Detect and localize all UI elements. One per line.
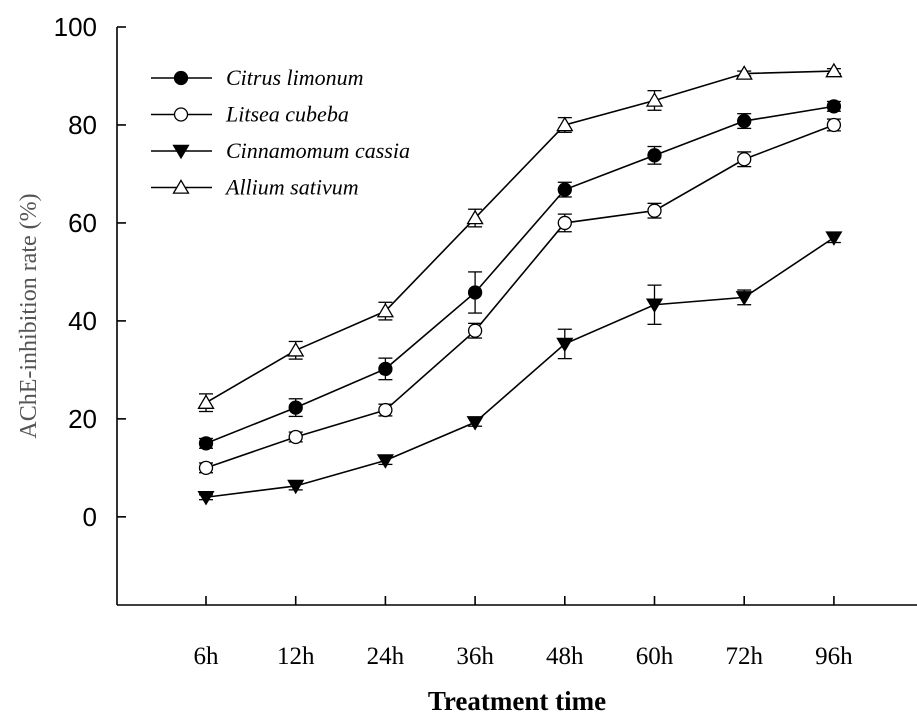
data-point xyxy=(557,215,572,231)
legend-item: Citrus limonum xyxy=(151,65,364,90)
x-axis-title: Treatment time xyxy=(428,686,606,716)
x-tick-label: 96h xyxy=(815,643,853,670)
data-point xyxy=(288,429,303,445)
x-ticks: 6h 12h 24h 36h 48h 60h 72h 96h xyxy=(194,596,853,670)
data-point xyxy=(735,65,753,80)
data-point xyxy=(288,400,303,415)
x-tick-label: 72h xyxy=(725,643,763,670)
data-point xyxy=(647,148,662,163)
data-point xyxy=(467,323,483,338)
series-line xyxy=(205,105,835,445)
legend-marker xyxy=(172,144,190,160)
data-point xyxy=(198,460,214,475)
y-axis-title: AChE-inhibition rate (%) xyxy=(16,193,42,438)
y-tick-label: 60 xyxy=(68,208,97,238)
legend-marker xyxy=(173,107,189,122)
legend-item: Litsea cubeba xyxy=(151,102,349,127)
data-point xyxy=(556,116,574,132)
series-line xyxy=(205,236,835,499)
y-tick-label: 80 xyxy=(68,110,97,140)
y-tick-label: 0 xyxy=(83,502,97,532)
data-point xyxy=(378,361,393,377)
x-tick-label: 6h xyxy=(194,643,220,670)
legend-label: Allium sativum xyxy=(224,175,359,200)
series-citrus-limonum xyxy=(198,99,842,451)
y-tick-label: 20 xyxy=(68,404,97,434)
data-point xyxy=(557,182,572,197)
series-group xyxy=(197,62,843,506)
data-point xyxy=(376,454,394,469)
legend-item: Cinnamomum cassia xyxy=(151,138,410,163)
data-point xyxy=(556,337,574,353)
data-point xyxy=(647,203,662,218)
data-point xyxy=(737,113,752,129)
series-line xyxy=(205,70,834,404)
data-point xyxy=(825,231,843,246)
data-point xyxy=(376,302,395,318)
legend-marker xyxy=(173,70,189,86)
x-tick-label: 12h xyxy=(277,643,315,670)
data-point xyxy=(466,416,484,431)
legend-label: Citrus limonum xyxy=(226,65,364,90)
data-point xyxy=(826,117,842,133)
data-point xyxy=(287,479,305,495)
x-tick-label: 60h xyxy=(636,643,674,670)
legend-marker xyxy=(172,179,190,194)
data-point xyxy=(197,491,215,506)
legend-label: Cinnamomum cassia xyxy=(226,138,410,163)
y-tick-label: 40 xyxy=(68,306,97,336)
series-line xyxy=(205,124,835,469)
data-point xyxy=(825,62,843,78)
x-tick-label: 24h xyxy=(367,643,405,670)
legend-item: Allium sativum xyxy=(151,175,359,200)
x-tick-label: 48h xyxy=(546,643,584,670)
data-point xyxy=(287,341,305,357)
data-point xyxy=(197,394,215,409)
legend-label: Litsea cubeba xyxy=(225,102,349,127)
data-point xyxy=(737,152,752,167)
data-point xyxy=(198,436,214,451)
data-point xyxy=(735,291,753,306)
data-point xyxy=(378,402,393,418)
data-point xyxy=(645,298,664,314)
series-litsea-cubeba xyxy=(198,117,842,475)
y-ticks: 0 20 40 60 80 100 xyxy=(54,12,126,532)
x-tick-label: 36h xyxy=(456,643,494,670)
axes xyxy=(116,27,917,606)
data-point xyxy=(645,92,664,107)
data-point xyxy=(826,99,842,114)
series-cinnamomum-cassia xyxy=(197,231,843,506)
data-point xyxy=(467,285,483,300)
series-allium-sativum xyxy=(197,62,843,413)
legend: Citrus limonum Litsea cubeba Cinnamomum ca… xyxy=(151,65,410,200)
y-tick-label: 100 xyxy=(54,12,97,42)
data-point xyxy=(466,209,484,225)
